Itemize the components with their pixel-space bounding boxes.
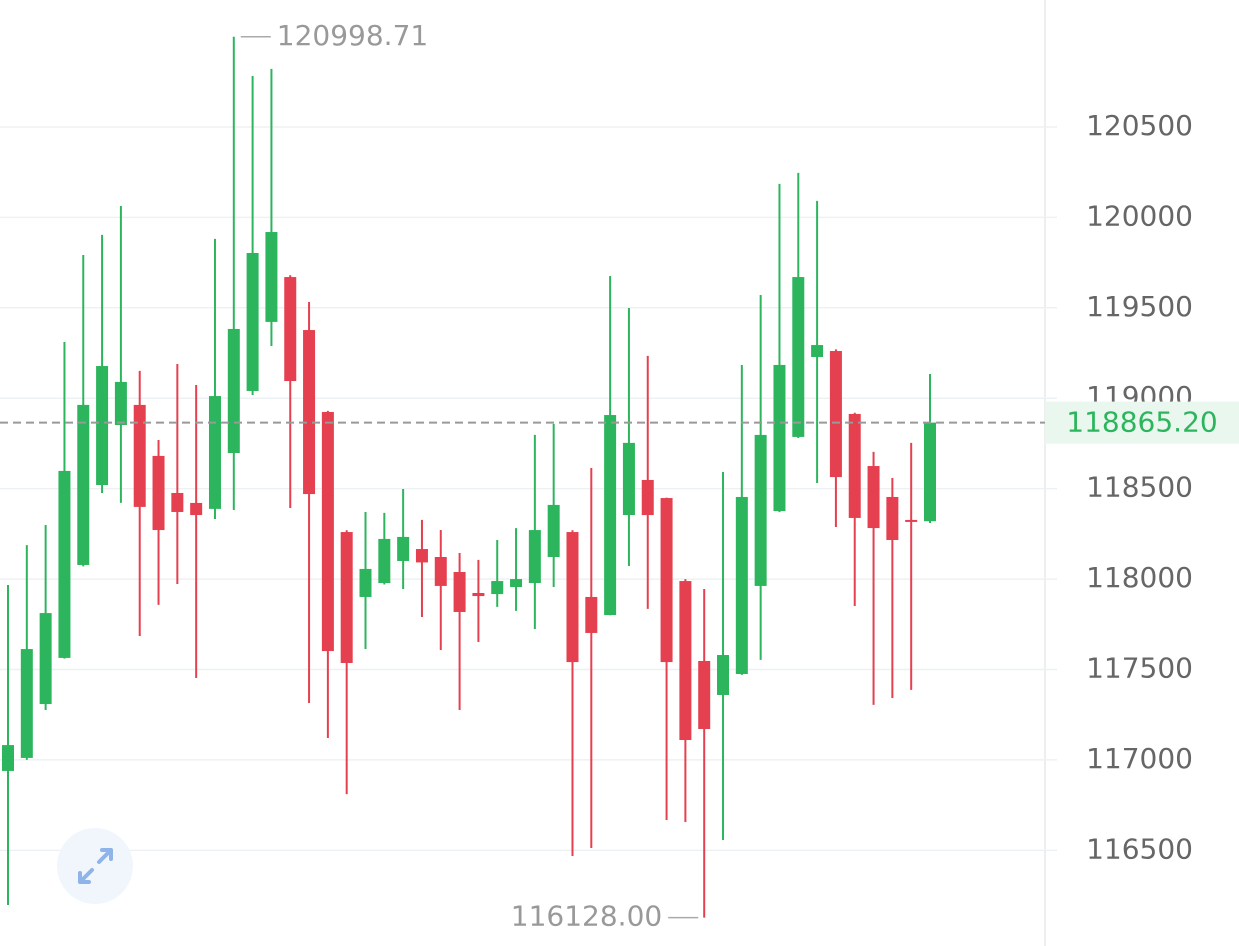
last-price-label: 118865.20 [1066, 406, 1217, 439]
expand-icon[interactable] [78, 848, 113, 884]
candle-body [792, 277, 805, 437]
candle-body [96, 366, 109, 486]
candle-body [754, 434, 767, 586]
candle-body [848, 413, 861, 518]
candle-body [528, 530, 541, 584]
candle-body [547, 504, 560, 558]
candle-body [397, 536, 410, 561]
candle-body [265, 232, 278, 322]
candle-body [359, 568, 372, 597]
candle-body [208, 396, 221, 509]
y-tick-label: 120500 [1086, 109, 1193, 142]
candle-body [905, 519, 918, 522]
candle-body [152, 455, 165, 531]
candle-body [340, 532, 353, 663]
annotation-label: 116128.00 [511, 900, 662, 933]
candle-body [924, 422, 936, 522]
candle-body [58, 470, 71, 658]
candle-body [284, 277, 297, 382]
candle-body [735, 496, 748, 675]
plot: 1165001170001175001180001185001190001195… [0, 19, 1239, 933]
annotation-label: 120998.71 [277, 19, 428, 52]
candle-body [811, 345, 824, 357]
candle-body [39, 613, 52, 705]
candle-body [378, 538, 391, 584]
candle-body [491, 581, 504, 595]
candle-body [434, 557, 447, 586]
candle-body [190, 502, 203, 516]
y-tick-label: 118000 [1086, 561, 1193, 594]
candle-body [321, 411, 334, 652]
candle-body [133, 404, 146, 507]
candle-body [641, 479, 654, 516]
candle-body [773, 364, 786, 512]
candle-body [2, 745, 14, 771]
candle-body [829, 351, 842, 478]
candle-body [20, 649, 33, 758]
y-tick-label: 119500 [1086, 290, 1193, 323]
candle-body [77, 404, 90, 565]
candle-body [510, 579, 523, 588]
candle-body [585, 596, 598, 633]
y-tick-label: 120000 [1086, 199, 1193, 232]
candle-body [717, 655, 730, 695]
candle-body [171, 492, 184, 512]
candle-body [227, 328, 240, 454]
last-price-box [1045, 401, 1239, 444]
candle-body [604, 415, 617, 616]
candle-body [698, 660, 711, 729]
candle-body [660, 498, 673, 663]
candle-body [303, 330, 316, 495]
candle-body [453, 572, 466, 612]
candle-body [415, 549, 428, 563]
expand-circle[interactable] [57, 828, 133, 904]
candle-body [472, 592, 485, 597]
candle-body [679, 581, 692, 741]
y-tick-label: 118500 [1086, 471, 1193, 504]
candle-body [622, 442, 635, 516]
y-tick-label: 117500 [1086, 651, 1193, 684]
expand-button[interactable] [57, 828, 133, 904]
candle-body [886, 496, 899, 541]
candle-body [566, 532, 579, 663]
y-tick-label: 116500 [1086, 832, 1193, 865]
candle-body [246, 253, 259, 391]
candle-body [867, 466, 880, 529]
candle-body [114, 381, 127, 425]
y-tick-label: 117000 [1086, 742, 1193, 775]
